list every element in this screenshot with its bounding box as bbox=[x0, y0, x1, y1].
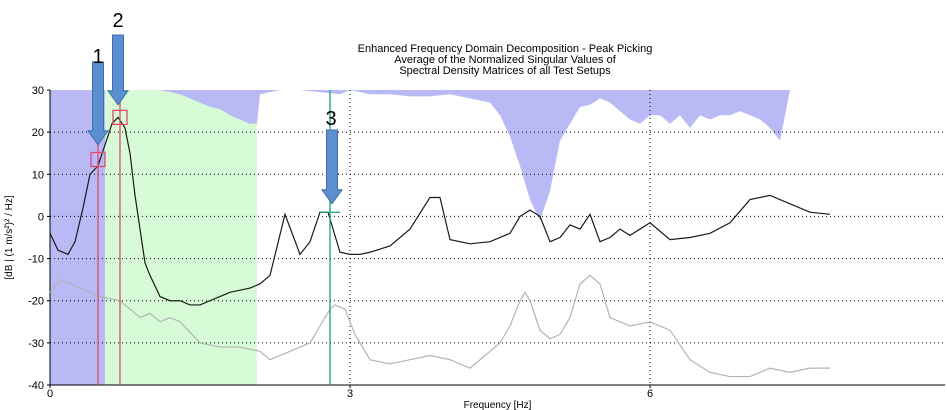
annotation-arrow-2 bbox=[107, 34, 129, 106]
y-axis-label: [dB | (1 m/s²)² / Hz] bbox=[4, 195, 15, 279]
annotation-arrow-1 bbox=[87, 61, 109, 146]
y-tick-label: 30 bbox=[32, 85, 44, 97]
upper-band-area bbox=[105, 90, 830, 221]
second-singular-line bbox=[49, 274, 830, 378]
title-line-3: Spectral Density Matrices of all Test Se… bbox=[399, 65, 611, 77]
y-tick-label: 10 bbox=[32, 169, 44, 181]
annotation-number-2: 2 bbox=[112, 10, 123, 32]
annotation-number-3: 3 bbox=[325, 108, 336, 130]
annotation-number-1: 1 bbox=[92, 46, 103, 68]
peak-annotations: 12 3 bbox=[87, 10, 343, 205]
y-tick-label: -20 bbox=[28, 296, 44, 308]
x-tick-label: 6 bbox=[647, 388, 653, 400]
y-tick-label: -40 bbox=[28, 380, 44, 392]
y-tick-label: 0 bbox=[38, 211, 44, 223]
chart-title: Enhanced Frequency Domain Decomposition … bbox=[358, 43, 653, 77]
first-singular-line bbox=[49, 116, 831, 306]
x-tick-label: 3 bbox=[347, 388, 353, 400]
y-tick-label: -10 bbox=[28, 254, 44, 266]
title-line-1: Enhanced Frequency Domain Decomposition … bbox=[358, 43, 653, 55]
y-tick-label: -30 bbox=[28, 338, 44, 350]
x-tick-label: 0 bbox=[47, 388, 53, 400]
peak-marker-1 bbox=[90, 151, 106, 168]
fill-region-green bbox=[105, 90, 257, 385]
annotation-arrow-3 bbox=[321, 129, 343, 205]
peak-marker-2 bbox=[112, 109, 128, 126]
y-tick-label: 20 bbox=[32, 127, 44, 139]
x-axis-label: Frequency [Hz] bbox=[464, 400, 532, 410]
title-line-2: Average of the Normalized Singular Value… bbox=[394, 54, 616, 66]
